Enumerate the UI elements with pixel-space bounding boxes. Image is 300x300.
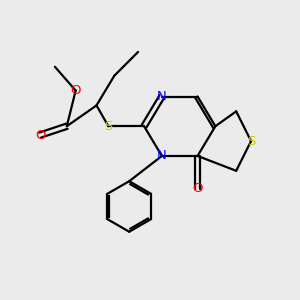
Text: S: S bbox=[247, 135, 255, 148]
Text: O: O bbox=[70, 84, 81, 97]
Text: O: O bbox=[35, 129, 45, 142]
Text: N: N bbox=[157, 90, 167, 103]
Text: S: S bbox=[104, 120, 112, 133]
Text: N: N bbox=[157, 149, 167, 162]
Text: O: O bbox=[192, 182, 203, 195]
